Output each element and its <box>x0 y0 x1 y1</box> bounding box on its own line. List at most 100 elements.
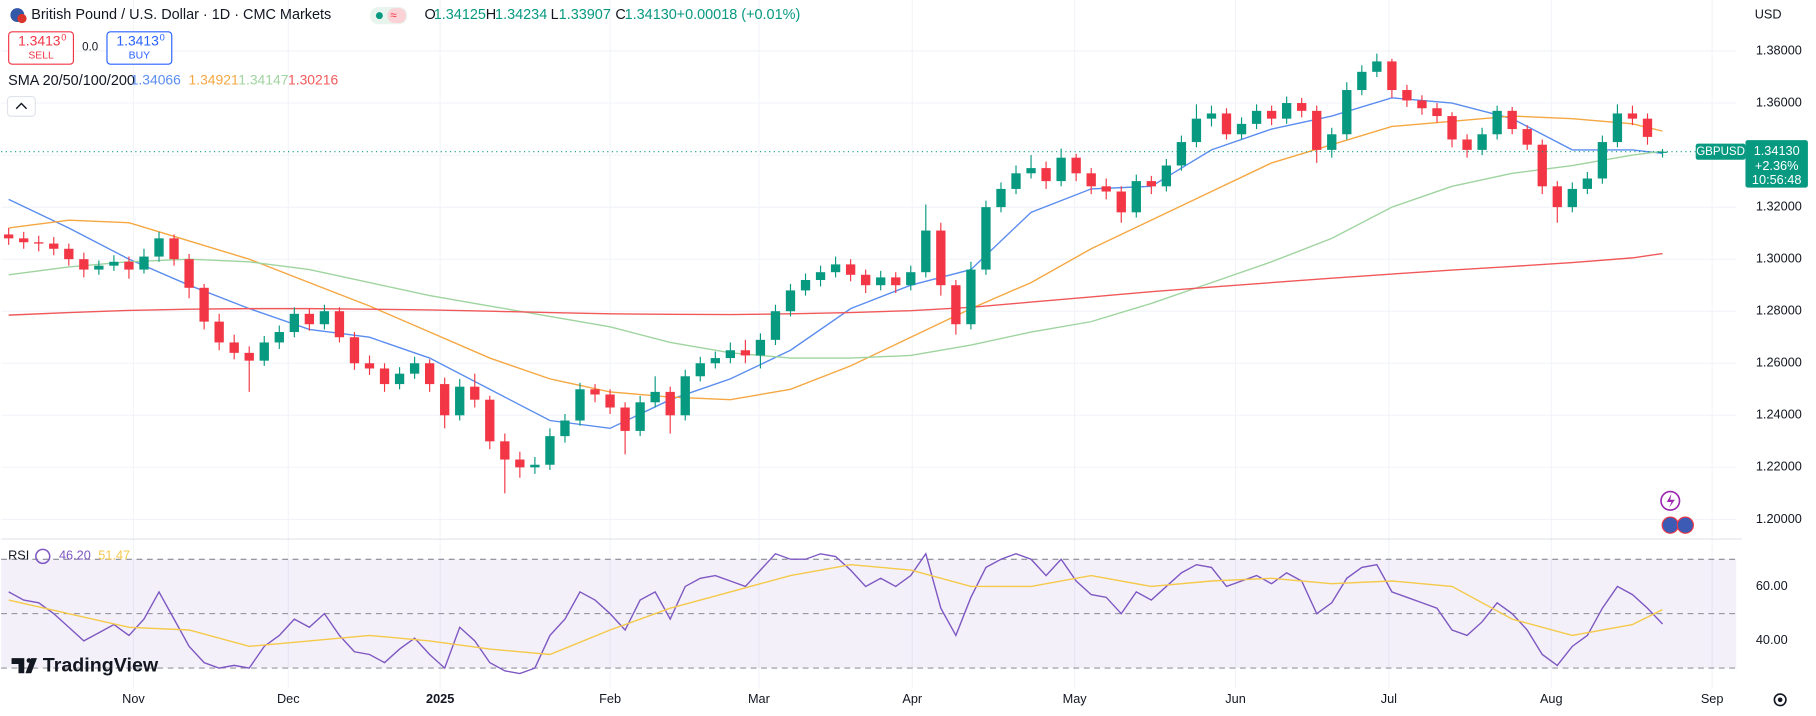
event-icon <box>1666 493 1675 508</box>
economic-event[interactable] <box>1676 516 1694 534</box>
series-line <box>8 563 1663 656</box>
x-tick-label: Dec <box>277 691 300 706</box>
candle-body <box>1161 165 1172 187</box>
ohlc-value: 1.34125 <box>434 7 486 23</box>
candle-body <box>1221 113 1232 135</box>
candle-body <box>830 264 841 273</box>
sell-button[interactable] <box>8 31 75 65</box>
price-tag-box <box>1745 140 1808 188</box>
candle-body <box>319 311 330 325</box>
y-tick-label: 60.00 <box>1756 578 1788 593</box>
symbol-title: British Pound / U.S. Dollar · 1D · CMC M… <box>31 7 331 23</box>
x-tick-label: Feb <box>599 691 621 706</box>
candle-body <box>440 384 450 416</box>
candle-body <box>109 261 119 266</box>
candle-body <box>1552 186 1562 208</box>
candle-body <box>1477 134 1487 150</box>
candle-body <box>590 389 600 395</box>
rsi-settings-icon[interactable] <box>35 548 51 565</box>
candle-body <box>1281 103 1292 119</box>
candle-body <box>1297 103 1307 111</box>
candle-body <box>154 238 164 257</box>
rsi-legend-value: 46.20 <box>59 548 91 563</box>
sell-label: SELL <box>28 50 54 61</box>
candle-body <box>64 248 74 260</box>
candle-body <box>1071 157 1081 174</box>
header: British Pound / U.S. Dollar · 1D · CMC M… <box>6 6 1787 707</box>
x-tick-label: May <box>1063 691 1088 706</box>
candle-body <box>650 391 660 403</box>
sma-legend-value: 1.34921 <box>189 72 239 88</box>
sma-legend-value: 1.34147 <box>238 72 288 88</box>
ohlc-key: C <box>615 7 625 23</box>
candle-body <box>1041 168 1051 182</box>
x-tick-label: 2025 <box>426 691 454 706</box>
buy-pip: 0 <box>160 33 165 43</box>
candle-body <box>1597 142 1608 179</box>
candle-body <box>770 311 781 340</box>
candle-body <box>815 272 826 280</box>
candle-body <box>755 339 766 356</box>
candle-body <box>1387 61 1397 91</box>
candle-body <box>1026 168 1036 174</box>
y-tick-label: 1.38000 <box>1756 42 1802 57</box>
candle-body <box>229 342 239 353</box>
x-tick-label: Apr <box>902 691 923 706</box>
candle-body <box>515 459 525 468</box>
candle-body <box>394 373 405 385</box>
candle-body <box>620 407 630 431</box>
candle-body <box>530 464 540 468</box>
price-tag-price: 1.34130 <box>1754 143 1800 158</box>
candle-body <box>861 274 871 286</box>
candle-body <box>199 287 209 322</box>
candle-body <box>845 264 856 275</box>
alert-toggle[interactable] <box>387 8 406 24</box>
y-tick-label: 1.22000 <box>1756 459 1802 474</box>
candle-body <box>575 389 585 421</box>
x-tick-label: Sep <box>1701 691 1724 706</box>
x-tick-label: Jul <box>1381 691 1397 706</box>
x-tick-label: Mar <box>748 691 771 706</box>
candle-body <box>1101 186 1111 192</box>
candle-body <box>1402 90 1412 101</box>
symbol-tag <box>1695 143 1746 160</box>
candle-body <box>1417 100 1427 109</box>
candle-body <box>605 394 615 408</box>
ohlc-change: +0.00018 (+0.01%) <box>677 7 801 23</box>
ohlc-value: 1.34130 <box>625 7 677 23</box>
candle-body <box>1372 61 1382 72</box>
candle-body <box>379 368 390 385</box>
y-tick-label: 1.26000 <box>1756 355 1802 370</box>
candle-body <box>169 238 179 260</box>
candle-body <box>1131 181 1141 213</box>
candle-body <box>1251 110 1262 124</box>
candle-body <box>1206 113 1217 119</box>
candle-body <box>876 277 886 286</box>
candle-body <box>4 234 14 239</box>
plot-layer: Nov Dec 2025 Feb Mar Apr May Jun Jul Aug Sep 1.2000… <box>1 0 1802 706</box>
settings-icon[interactable] <box>1773 693 1787 707</box>
collapse-button[interactable] <box>6 96 36 117</box>
candle-body <box>1236 123 1247 135</box>
rsi-legend-value: 51.47 <box>98 548 130 563</box>
candle-body <box>259 342 269 361</box>
candle-body <box>49 243 59 249</box>
candle-body <box>79 259 89 270</box>
y-tick-label: 1.36000 <box>1756 94 1802 109</box>
logo-icon <box>26 658 32 663</box>
candle-body <box>1627 113 1638 119</box>
candle-body <box>500 441 510 460</box>
candle-body <box>1011 173 1021 189</box>
candle-body <box>936 230 946 286</box>
series-line <box>8 115 1663 401</box>
candle-body <box>124 261 134 270</box>
candle-body <box>921 230 931 273</box>
candle-body <box>1191 118 1202 143</box>
candle-body <box>470 386 480 400</box>
buy-button[interactable] <box>106 31 173 65</box>
candle-body <box>1116 191 1126 213</box>
candle-body <box>996 188 1006 208</box>
x-tick-label: Aug <box>1540 691 1563 706</box>
economic-event[interactable] <box>1661 516 1679 534</box>
currency[interactable]: USD <box>1755 6 1782 21</box>
